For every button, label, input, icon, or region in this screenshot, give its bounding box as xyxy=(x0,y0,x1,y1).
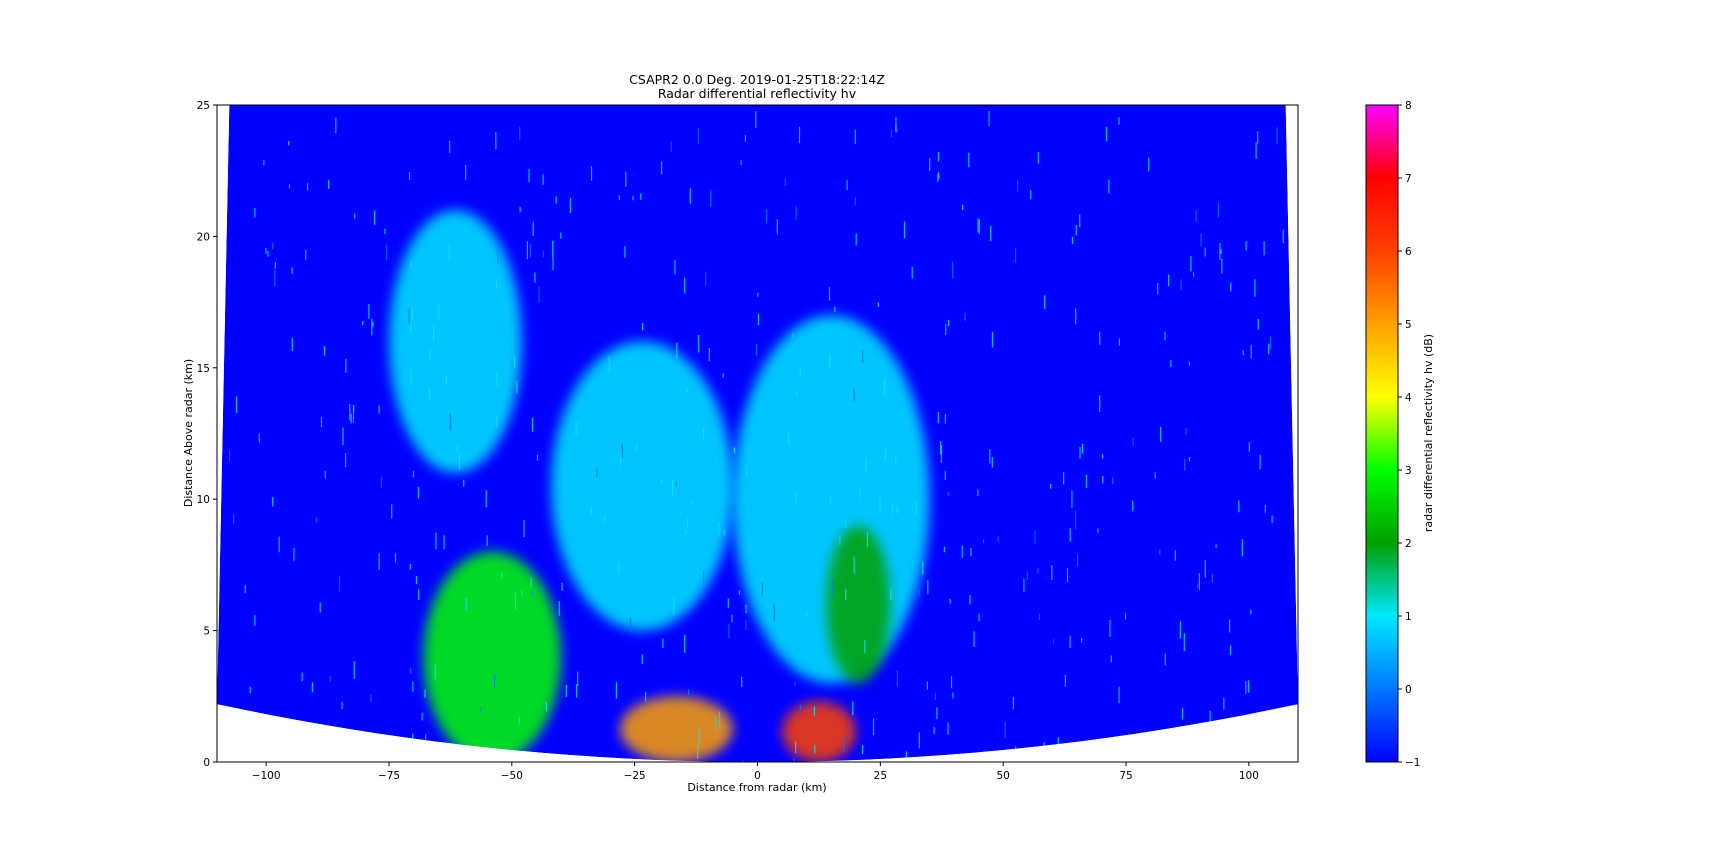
chart-title: CSAPR2 0.0 Deg. 2019-01-25T18:22:14Z xyxy=(629,72,885,87)
y-tick-label: 20 xyxy=(197,231,210,243)
x-axis-label: Distance from radar (km) xyxy=(687,781,826,794)
echo-region-left-rain-bands xyxy=(423,551,561,762)
chart-subtitle: Radar differential reflectivity hv xyxy=(658,86,857,101)
y-tick-label: 15 xyxy=(197,363,210,375)
colorbar-tick-label: 2 xyxy=(1405,538,1412,550)
y-tick-label: 0 xyxy=(203,757,210,769)
radar-coverage xyxy=(217,105,1298,762)
colorbar-tick-label: 0 xyxy=(1405,684,1412,696)
echo-region-right-side-cell xyxy=(826,525,891,684)
plot-area xyxy=(217,105,1298,762)
echo-region-low-level-left-core xyxy=(619,696,733,762)
x-tick-label: 50 xyxy=(996,770,1009,782)
y-tick-label: 25 xyxy=(197,100,210,112)
x-tick-label: −100 xyxy=(252,770,281,782)
y-axis: 0 5 10 15 20 25 xyxy=(197,100,217,769)
x-tick-label: 75 xyxy=(1119,770,1132,782)
colorbar-tick-label: −1 xyxy=(1405,757,1420,769)
y-tick-label: 5 xyxy=(203,626,210,638)
colorbar-tick-label: 4 xyxy=(1405,392,1412,404)
x-axis: −100 −75 −50 −25 0 25 50 75 100 xyxy=(252,762,1259,782)
colorbar-label: radar differential reflectivity hv (dB) xyxy=(1422,334,1435,532)
colorbar-tick-label: 5 xyxy=(1405,319,1412,331)
y-tick-label: 10 xyxy=(197,494,210,506)
echo-region-central-echo-left xyxy=(551,341,733,631)
echo-region-low-level-right-core xyxy=(782,701,856,762)
colorbar-tick-label: 8 xyxy=(1405,100,1412,112)
colorbar-gradient xyxy=(1365,104,1399,763)
x-tick-label: −75 xyxy=(378,770,400,782)
x-tick-label: −25 xyxy=(624,770,646,782)
radar-field xyxy=(217,105,1298,762)
x-tick-label: 0 xyxy=(754,770,761,782)
echo-region-upper-left-echo xyxy=(388,210,522,473)
colorbar: −1 0 1 2 3 4 5 6 7 8 radar differential reflectiv… xyxy=(1365,100,1435,769)
colorbar-tick-label: 6 xyxy=(1405,246,1412,258)
x-tick-label: 100 xyxy=(1239,770,1259,782)
colorbar-ticks: −1 0 1 2 3 4 5 6 7 8 xyxy=(1398,100,1420,769)
colorbar-tick-label: 3 xyxy=(1405,465,1412,477)
x-tick-label: 25 xyxy=(874,770,887,782)
x-tick-label: −50 xyxy=(501,770,523,782)
y-axis-label: Distance Above radar (km) xyxy=(182,359,195,507)
colorbar-tick-label: 1 xyxy=(1405,611,1412,623)
colorbar-tick-label: 7 xyxy=(1405,173,1412,185)
